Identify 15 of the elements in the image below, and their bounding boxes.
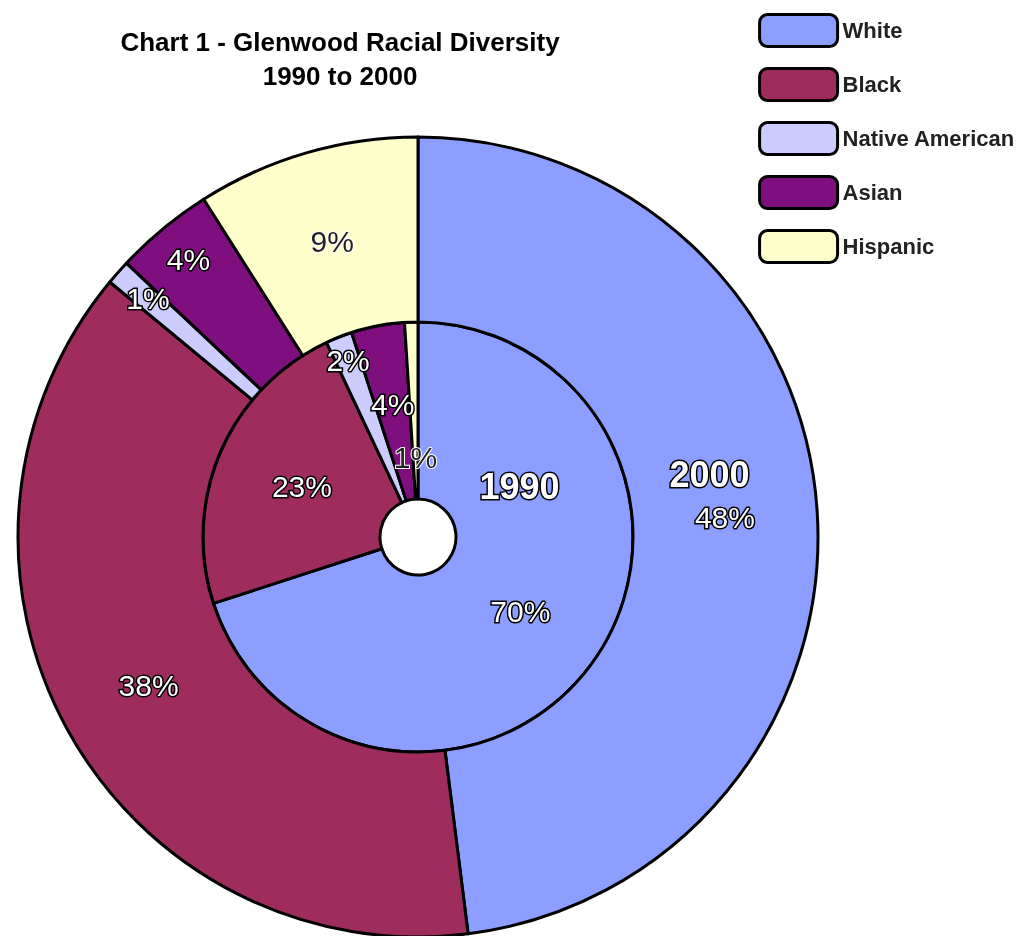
data-label: 1% bbox=[393, 440, 438, 474]
legend-label: Native American bbox=[842, 126, 1015, 151]
legend-label: Hispanic bbox=[842, 234, 935, 259]
data-label: 48% bbox=[694, 501, 755, 535]
legend-label: Asian bbox=[842, 180, 903, 205]
slice-label: 2000 bbox=[669, 454, 750, 495]
data-label: 38% bbox=[118, 668, 179, 702]
text: Chart 1 - Glenwood Racial Diversity 1990 to 2000 bbox=[120, 27, 561, 91]
data-label: 70% bbox=[490, 594, 551, 628]
legend-label: Black bbox=[842, 72, 903, 97]
data-label: 4% bbox=[166, 243, 211, 277]
data-label: 23% bbox=[271, 470, 332, 504]
legend-label: White bbox=[842, 18, 903, 43]
slice-label: 1990 bbox=[479, 466, 560, 507]
data-label: 9% bbox=[310, 225, 354, 259]
